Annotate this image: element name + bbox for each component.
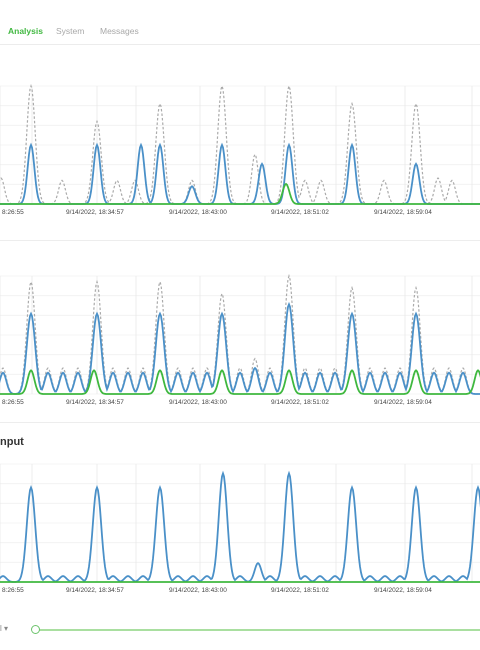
x-tick-label: 8:26:55 xyxy=(2,209,24,216)
time-slider-handle[interactable] xyxy=(31,625,40,634)
x-tick-label: 8:26:55 xyxy=(2,587,24,594)
x-tick-label: 9/14/2022, 18:59:04 xyxy=(374,399,432,406)
x-tick-label: 9/14/2022, 18:51:02 xyxy=(271,209,329,216)
panel-3-title: nput xyxy=(0,436,24,448)
x-tick-label: 9/14/2022, 18:51:02 xyxy=(271,587,329,594)
chart-3: 8:26:55 9/14/2022, 18:34:57 9/14/2022, 18:… xyxy=(0,463,480,594)
panel-divider xyxy=(0,422,480,423)
tab-messages[interactable]: Messages xyxy=(100,26,139,36)
x-tick-label: 9/14/2022, 18:59:04 xyxy=(374,209,432,216)
time-slider-track[interactable] xyxy=(36,629,480,631)
chart-2: 8:26:55 9/14/2022, 18:34:57 9/14/2022, 18:… xyxy=(0,274,480,406)
chart-1: 8:26:55 9/14/2022, 18:34:57 9/14/2022, 18:… xyxy=(0,84,480,216)
series-line-2 xyxy=(0,182,480,205)
x-tick-label: 9/14/2022, 18:43:00 xyxy=(169,587,227,594)
series-line-2 xyxy=(0,369,480,395)
series-line-0 xyxy=(0,470,480,583)
tab-system[interactable]: System xyxy=(56,26,85,36)
x-tick-label: 9/14/2022, 18:34:57 xyxy=(66,209,124,216)
panel-divider xyxy=(0,240,480,241)
x-tick-label: 9/14/2022, 18:43:00 xyxy=(169,399,227,406)
series-line-0 xyxy=(0,274,480,395)
footer-dropdown[interactable]: l ▾ xyxy=(0,624,9,633)
series-line-1 xyxy=(0,142,480,205)
x-tick-label: 9/14/2022, 18:34:57 xyxy=(66,587,124,594)
x-tick-label: 9/14/2022, 18:51:02 xyxy=(271,399,329,406)
x-tick-label: 9/14/2022, 18:59:04 xyxy=(374,587,432,594)
tab-analysis[interactable]: Analysis xyxy=(8,26,43,36)
tab-bar: Analysis System Messages xyxy=(0,0,480,45)
x-tick-label: 9/14/2022, 18:43:00 xyxy=(169,209,227,216)
x-tick-label: 9/14/2022, 18:34:57 xyxy=(66,399,124,406)
series-line-1 xyxy=(0,301,480,395)
x-tick-label: 8:26:55 xyxy=(2,399,24,406)
